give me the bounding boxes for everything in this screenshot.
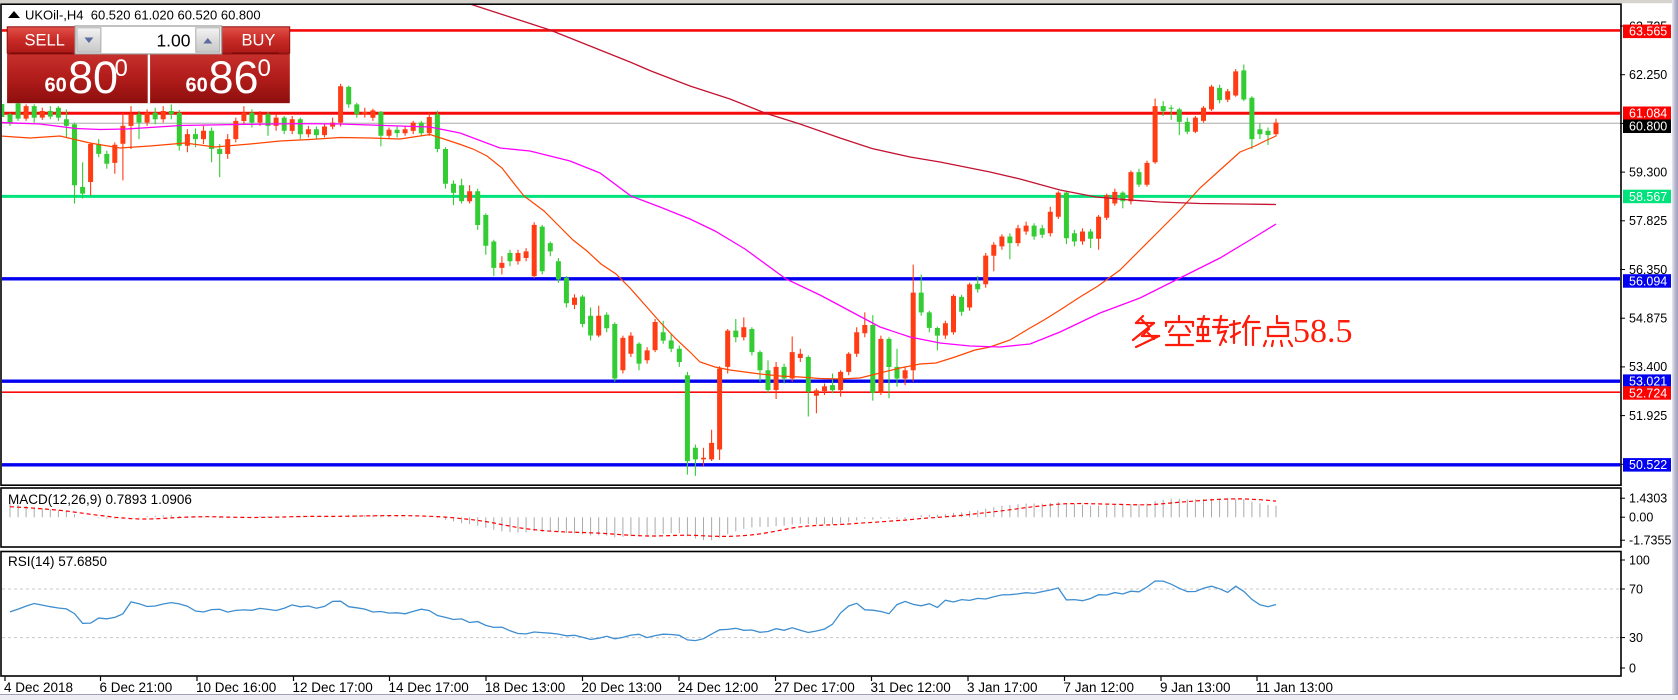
svg-text:80: 80 [68, 52, 118, 103]
svg-text:61.084: 61.084 [1629, 107, 1667, 121]
svg-text:0: 0 [258, 55, 271, 82]
svg-text:1.4303: 1.4303 [1629, 492, 1667, 506]
svg-text:14 Dec 17:00: 14 Dec 17:00 [389, 680, 469, 695]
svg-text:60: 60 [186, 75, 208, 97]
svg-text:10 Dec 16:00: 10 Dec 16:00 [196, 680, 276, 695]
svg-text:0.00: 0.00 [1629, 511, 1653, 525]
svg-text:12 Dec 17:00: 12 Dec 17:00 [293, 680, 373, 695]
svg-text:60: 60 [45, 75, 67, 97]
svg-text:1.00: 1.00 [156, 31, 190, 51]
svg-text:100: 100 [1629, 553, 1650, 567]
svg-text:70: 70 [1629, 582, 1643, 596]
svg-text:60.800: 60.800 [1629, 120, 1667, 134]
svg-text:RSI(14) 57.6850: RSI(14) 57.6850 [8, 554, 107, 569]
svg-text:27 Dec 17:00: 27 Dec 17:00 [775, 680, 855, 695]
svg-text:58.567: 58.567 [1629, 190, 1667, 204]
svg-text:18 Dec 13:00: 18 Dec 13:00 [485, 680, 565, 695]
svg-text:57.825: 57.825 [1629, 214, 1667, 228]
svg-text:24 Dec 12:00: 24 Dec 12:00 [678, 680, 758, 695]
svg-text:53.021: 53.021 [1629, 375, 1667, 389]
svg-text:0: 0 [115, 55, 128, 82]
svg-text:62.250: 62.250 [1629, 68, 1667, 82]
svg-text:56.094: 56.094 [1629, 274, 1667, 288]
svg-text:3 Jan 17:00: 3 Jan 17:00 [967, 680, 1038, 695]
svg-text:-1.7355: -1.7355 [1629, 534, 1671, 548]
svg-text:54.875: 54.875 [1629, 312, 1667, 326]
svg-text:7 Jan 12:00: 7 Jan 12:00 [1064, 680, 1135, 695]
svg-text:UKOil-,H4 60.520 61.020 60.52: UKOil-,H4 60.520 61.020 60.520 60.800 [25, 8, 261, 23]
svg-text:MACD(12,26,9) 0.7893 1.0906: MACD(12,26,9) 0.7893 1.0906 [8, 492, 192, 507]
svg-text:58.5: 58.5 [1293, 313, 1353, 350]
svg-text:6 Dec 21:00: 6 Dec 21:00 [100, 680, 173, 695]
svg-text:BUY: BUY [242, 32, 276, 50]
svg-text:4 Dec 2018: 4 Dec 2018 [4, 680, 73, 695]
svg-text:9 Jan 13:00: 9 Jan 13:00 [1160, 680, 1231, 695]
svg-text:11 Jan 13:00: 11 Jan 13:00 [1256, 680, 1333, 695]
svg-text:51.925: 51.925 [1629, 409, 1667, 423]
svg-text:56.350: 56.350 [1629, 263, 1667, 277]
svg-text:63.565: 63.565 [1629, 25, 1667, 39]
svg-text:30: 30 [1629, 631, 1643, 645]
svg-text:50.522: 50.522 [1629, 458, 1667, 472]
svg-text:0: 0 [1629, 661, 1636, 675]
svg-text:20 Dec 13:00: 20 Dec 13:00 [582, 680, 662, 695]
svg-text:31 Dec 12:00: 31 Dec 12:00 [871, 680, 951, 695]
svg-text:52.724: 52.724 [1629, 386, 1667, 400]
svg-text:59.300: 59.300 [1629, 165, 1667, 179]
svg-text:53.400: 53.400 [1629, 360, 1667, 374]
svg-text:86: 86 [209, 52, 259, 103]
svg-text:SELL: SELL [25, 32, 65, 50]
